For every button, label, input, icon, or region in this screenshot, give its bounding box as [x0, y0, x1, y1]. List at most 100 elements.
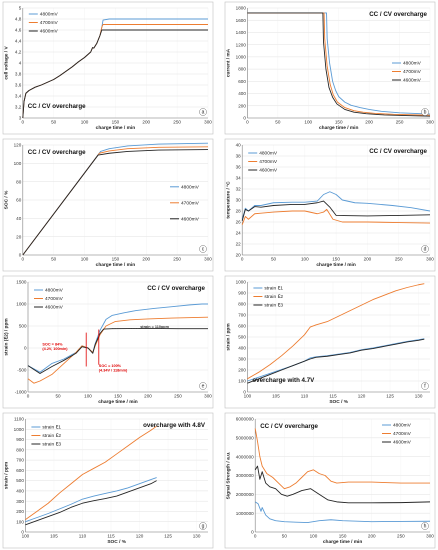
y-tick-label: 1000 — [16, 302, 27, 307]
y-tick-label: 26 — [236, 220, 242, 225]
y-tick-label: 6000000 — [236, 417, 254, 422]
y-tick-label: 80 — [16, 179, 22, 184]
panel-badge — [199, 108, 207, 116]
x-tick-label: 100 — [244, 394, 252, 399]
y-axis-label: temperature / °C — [226, 181, 232, 219]
series-line-f-1 — [247, 338, 425, 382]
series-line-d-1 — [241, 191, 431, 220]
x-tick-label: 50 — [275, 120, 281, 125]
x-tick-label: 300 — [204, 394, 212, 399]
x-tick-label: 110 — [79, 534, 87, 539]
y-tick-label: 3000000 — [236, 473, 254, 478]
y-tick-label: 1500 — [16, 280, 27, 285]
panel-badge-letter: b — [424, 110, 427, 116]
x-tick-label: 105 — [272, 394, 280, 399]
x-tick-label: 200 — [368, 534, 376, 539]
series-line-f-2 — [247, 283, 425, 380]
panel-title: CC / CV overcharge — [369, 148, 427, 155]
x-axis-label: charge time / min — [319, 125, 359, 131]
y-axis-label: Signal Strength / a.u. — [226, 452, 232, 500]
panel-e: -1000 -500 0 500 1000 1500 0 50 100 150 200 250 300 c… — [3, 275, 214, 409]
annotation: strain = 110ppm — [140, 325, 169, 329]
y-tick-label: 3,6 — [15, 83, 22, 88]
x-tick-label: 300 — [204, 120, 212, 125]
y-tick-label: 1200 — [236, 42, 247, 47]
y-tick-label: 500 — [19, 324, 27, 329]
x-tick-label: 150 — [335, 120, 343, 125]
y-tick-label: 800 — [16, 447, 24, 452]
x-tick-label: 0 — [22, 120, 25, 125]
x-tick-label: 110 — [301, 394, 309, 399]
series-line-g-3 — [25, 480, 157, 526]
panel-badge-letter: f — [424, 384, 426, 390]
y-tick-label: 600 — [238, 324, 246, 329]
y-tick-label: 0 — [243, 116, 246, 121]
x-tick-label: 200 — [142, 120, 150, 125]
series-line-d-2 — [241, 208, 431, 225]
series-line-a-3 — [22, 29, 208, 119]
panel-badge-letter: g — [202, 524, 205, 530]
y-tick-label: 3,2 — [15, 105, 22, 110]
x-tick-label: 250 — [173, 120, 181, 125]
y-tick-label: 4,4 — [15, 39, 22, 44]
series-line-b-1 — [247, 12, 431, 115]
y-tick-label: 4,2 — [15, 50, 22, 55]
x-tick-label: 115 — [107, 534, 115, 539]
x-tick-label: 150 — [112, 257, 120, 262]
y-tick-label: 34 — [236, 176, 242, 181]
y-tick-label: 400 — [238, 346, 246, 351]
series-line-b-3 — [247, 12, 431, 117]
y-tick-label: 3,4 — [15, 94, 22, 99]
x-tick-label: 200 — [364, 257, 372, 262]
legend-label: 4800mV — [259, 151, 278, 157]
x-tick-label: 125 — [386, 394, 394, 399]
y-axis-label: strain (ℇ2) / ppm — [3, 318, 10, 355]
y-tick-label: 30 — [236, 198, 242, 203]
y-tick-label: 500 — [238, 335, 246, 340]
x-tick-label: 0 — [246, 120, 249, 125]
series-line-h-3 — [254, 465, 431, 504]
panel-title: CC / CV overcharge — [147, 285, 205, 292]
series-line-c-3 — [22, 149, 209, 256]
annotation: (4.2V, 100min) — [42, 347, 68, 351]
x-tick-label: 150 — [339, 534, 347, 539]
y-tick-label: 300 — [238, 357, 246, 362]
y-tick-label: 4,6 — [15, 28, 22, 33]
x-tick-label: 125 — [164, 534, 172, 539]
y-axis-label: strain / ppm — [4, 462, 10, 489]
x-tick-label: 120 — [136, 534, 144, 539]
y-tick-label: 100 — [14, 161, 22, 166]
series-line-g-2 — [25, 425, 157, 521]
panel-b: 0 200 400 600 800 1000 1200 1400 1600 1800 0 50 100 1… — [224, 1, 436, 135]
series-line-f-3 — [247, 338, 425, 384]
x-tick-label: 0 — [27, 394, 30, 399]
y-tick-label: 3,8 — [15, 72, 22, 77]
series-line-d-3 — [241, 200, 431, 222]
y-tick-label: 800 — [238, 302, 246, 307]
x-tick-label: 250 — [397, 534, 405, 539]
panel-c: 0 20 40 60 80 100 120 0 50 100 150 200 250 300 charge … — [2, 138, 214, 272]
y-tick-label: 38 — [236, 154, 242, 159]
y-tick-label: 200 — [238, 103, 246, 108]
y-tick-label: 40 — [16, 216, 22, 221]
y-axis-label: SOC / % — [4, 190, 10, 209]
legend-label: 4600mV — [393, 440, 412, 446]
series-line-e-1 — [27, 303, 208, 373]
x-tick-label: 100 — [304, 120, 312, 125]
panel-title: overcharge with 4.7V — [252, 377, 315, 384]
y-tick-label: 1000000 — [236, 511, 254, 516]
y-tick-label: 5 — [19, 6, 22, 11]
x-axis-label: charge time / min — [96, 125, 136, 131]
legend-label: 4600mV — [259, 168, 278, 174]
x-tick-label: 250 — [174, 394, 182, 399]
x-tick-label: 130 — [193, 534, 201, 539]
x-tick-label: 200 — [365, 120, 373, 125]
x-tick-label: 300 — [426, 534, 434, 539]
panel-badge — [421, 382, 429, 390]
y-tick-label: -1000 — [15, 390, 27, 395]
y-tick-label: 600 — [16, 468, 24, 473]
legend-label: 4700mV — [40, 20, 59, 26]
y-axis-label: current / mA — [226, 48, 232, 77]
x-tick-label: 150 — [112, 120, 120, 125]
